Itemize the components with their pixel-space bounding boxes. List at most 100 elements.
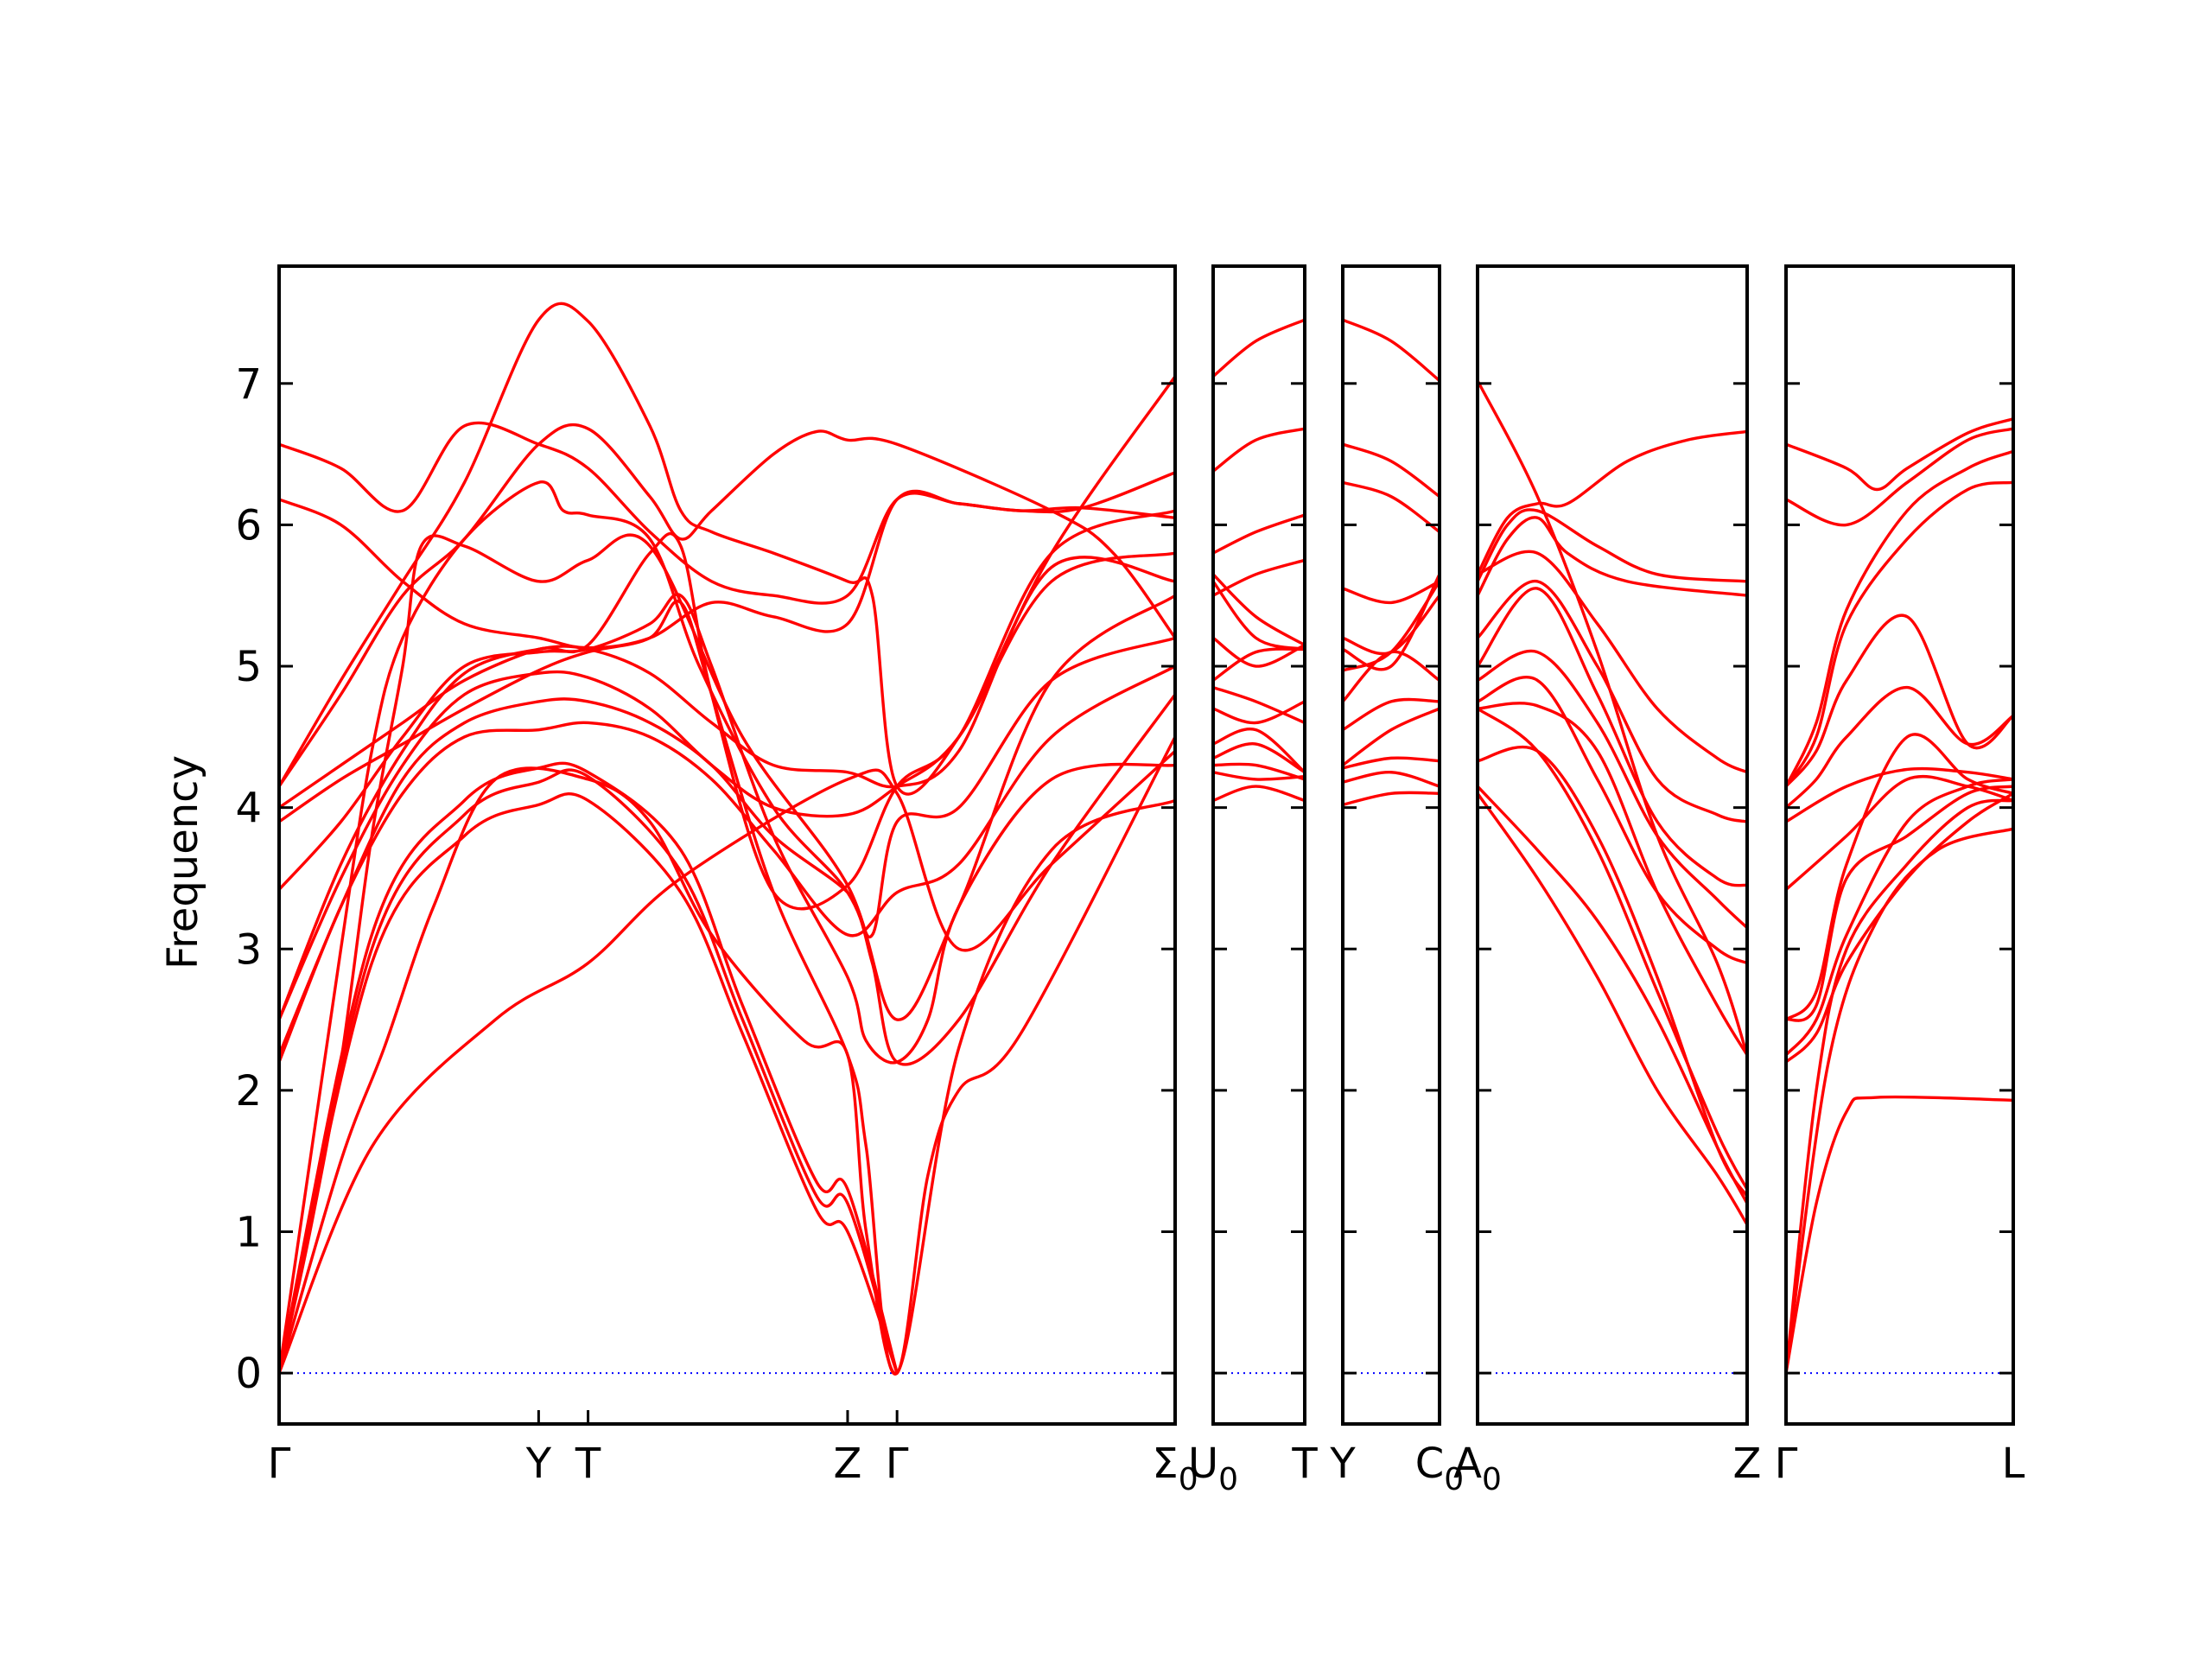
- phonon-band-1: [1786, 1095, 2013, 1375]
- phonon-band-8: [1213, 647, 1305, 683]
- y-tick-label: 6: [235, 501, 262, 550]
- y-tick-label: 7: [235, 360, 262, 409]
- phonon-band-2: [279, 768, 899, 1375]
- phonon-band-13: [1478, 785, 1747, 1205]
- phonon-band-8: [1786, 774, 2013, 892]
- phonon-band-9: [1343, 697, 1440, 732]
- phonon-band-4: [1343, 580, 1440, 605]
- phonon-band-12: [1343, 771, 1440, 788]
- phonon-band-7: [1478, 587, 1747, 887]
- phonon-band-8: [279, 664, 1175, 1064]
- q-point-label: Γ: [268, 1440, 291, 1488]
- panel-frame: [1211, 264, 1306, 1426]
- phonon-band-1: [1478, 378, 1747, 1057]
- phonon-band-2: [1478, 429, 1747, 576]
- q-point-label: L: [2002, 1440, 2025, 1488]
- phonon-band-10: [1786, 685, 2013, 810]
- phonon-band-14: [1478, 791, 1747, 1226]
- panel-2-plot-area: [1213, 318, 1305, 1375]
- phonon-band-1: [1213, 318, 1305, 378]
- phonon-band-5: [1786, 778, 2013, 1057]
- y-tick-label: 0: [235, 1350, 262, 1398]
- phonon-band-11: [1343, 756, 1440, 770]
- phonon-band-14: [1213, 785, 1305, 803]
- phonon-band-13: [1213, 771, 1305, 781]
- phonon-band-1: [279, 792, 899, 1375]
- phonon-band-2: [1786, 827, 2013, 1375]
- phonon-band-1: [1343, 318, 1440, 383]
- phonon-band-15: [1786, 417, 2013, 492]
- phonon-band-9: [1786, 766, 2013, 823]
- phonon-band-3: [1343, 480, 1440, 534]
- y-tick-label: 4: [235, 785, 262, 833]
- y-axis-label: Frequency: [159, 755, 207, 969]
- phonon-band-6: [279, 735, 1175, 1376]
- panel-frame: [277, 264, 1177, 1426]
- phonon-band-10: [1213, 700, 1305, 725]
- phonon-band-10: [1478, 702, 1747, 1057]
- q-point-label: T: [575, 1440, 601, 1488]
- q-point-label: Y: [1329, 1440, 1356, 1488]
- panel-1-plot-area: [279, 302, 1175, 1376]
- phonon-band-8: [1478, 649, 1747, 930]
- phonon-band-2: [1213, 427, 1305, 473]
- phonon-band-18: [279, 489, 1175, 650]
- phonon-band-4: [1478, 516, 1747, 597]
- panel-2: U0 T: [1188, 264, 1318, 1497]
- panel-frame: [1341, 264, 1441, 1426]
- phonon-band-12: [1213, 742, 1305, 774]
- panel-5-plot-area: [1786, 417, 2013, 1375]
- phonon-band-15: [1213, 762, 1305, 781]
- q-point-label: Z: [1733, 1440, 1762, 1488]
- phonon-band-7: [1213, 636, 1305, 668]
- phonon-band-16: [279, 302, 1175, 796]
- panel-3-plot-area: [1343, 318, 1440, 1375]
- phonon-band-11: [279, 556, 1175, 1021]
- q-point-label: T: [1291, 1440, 1318, 1488]
- phonon-band-13: [1343, 791, 1440, 807]
- q-point-label: Y: [525, 1440, 552, 1488]
- phonon-band-3: [279, 761, 899, 1375]
- phonon-band-9: [279, 636, 1175, 1057]
- phonon-band-2: [1343, 442, 1440, 499]
- panel-4: A0 Z: [1453, 264, 1762, 1497]
- phonon-band-5: [1478, 550, 1747, 774]
- phonon-band-3: [1786, 798, 2013, 1375]
- phonon-band-12: [1786, 480, 2013, 788]
- phonon-band-7: [279, 749, 1175, 1375]
- phonon-band-3: [1478, 508, 1747, 583]
- phonon-band-8: [1343, 650, 1440, 703]
- phonon-band-7: [1786, 733, 2013, 1021]
- phonon-band-4: [1786, 791, 2013, 1064]
- y-tick-label: 3: [235, 925, 262, 974]
- phonon-band-12: [1478, 745, 1747, 1198]
- phonon-band-13: [1786, 449, 2013, 788]
- y-tick-label: 2: [235, 1067, 262, 1116]
- y-tick-label: 1: [235, 1208, 262, 1256]
- phonon-band-13: [279, 599, 1175, 1376]
- phonon-band-11: [1213, 727, 1305, 774]
- phonon-band-4: [279, 480, 1175, 1375]
- phonon-band-15: [279, 423, 1175, 788]
- phonon-band-6: [1786, 785, 2013, 1022]
- q-point-label: Γ: [1775, 1440, 1798, 1488]
- q-point-label: Z: [834, 1440, 862, 1488]
- panel-4-plot-area: [1478, 378, 1747, 1375]
- phonon-band-12: [279, 593, 1175, 1065]
- panel-frame: [1784, 264, 2015, 1426]
- phonon-band-11: [1786, 613, 2013, 788]
- q-point-label: Γ: [886, 1440, 909, 1488]
- phonon-band-5: [1213, 572, 1305, 647]
- phonon-band-9: [1478, 676, 1747, 965]
- panel-3: Y C0: [1329, 264, 1464, 1497]
- y-tick-label: 5: [235, 643, 262, 691]
- phonon-band-10: [1343, 707, 1440, 767]
- phonon-band-14: [1786, 427, 2013, 527]
- panel-frame: [1476, 264, 1749, 1426]
- phonon-band-3: [1213, 513, 1305, 555]
- phonon-band-9: [1213, 685, 1305, 725]
